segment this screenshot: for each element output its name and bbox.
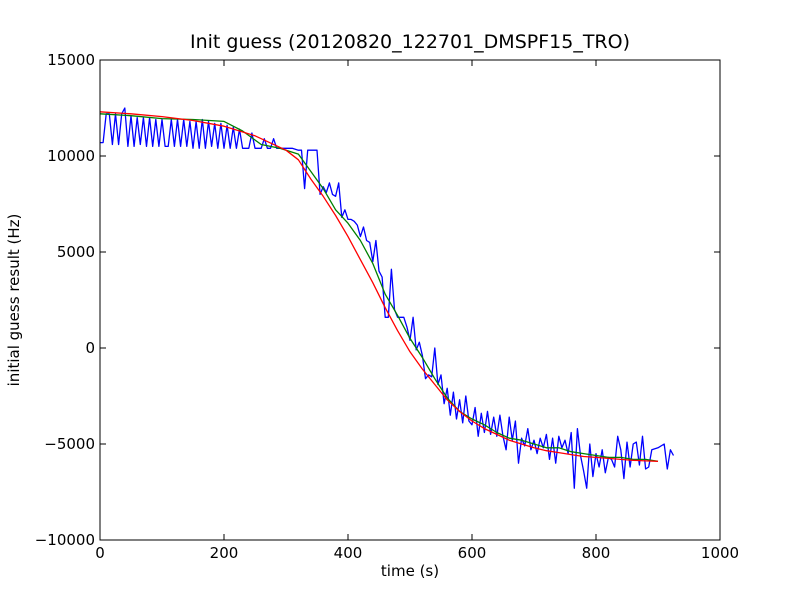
series-line-1 — [99, 113, 659, 462]
series-line-0 — [100, 107, 675, 489]
plot-lines — [99, 107, 675, 489]
x-tick-label-0: 0 — [95, 544, 105, 562]
x-tick-label-3: 600 — [458, 544, 487, 562]
y-tick-label-5: 15000 — [47, 51, 95, 69]
y-tick-label-2: 0 — [85, 339, 95, 357]
y-tick-label-4: 10000 — [47, 147, 95, 165]
plot-frame — [99, 59, 721, 541]
axis-ticks: 0 200 400 600 800 1000 −10000 −5000 0 5000 10000 15… — [35, 51, 739, 562]
x-tick-label-4: 800 — [582, 544, 611, 562]
y-axis-label: initial guess result (Hz) — [5, 214, 23, 387]
x-tick-label-1: 200 — [210, 544, 239, 562]
chart-title: Init guess (20120820_122701_DMSPF15_TRO) — [190, 31, 630, 53]
x-tick-label-5: 1000 — [701, 544, 739, 562]
series-line-2 — [99, 111, 659, 462]
x-tick-label-2: 400 — [334, 544, 363, 562]
x-axis-label: time (s) — [381, 562, 439, 580]
y-tick-label-1: −5000 — [44, 435, 95, 453]
y-tick-label-0: −10000 — [35, 531, 95, 549]
y-tick-label-3: 5000 — [57, 243, 95, 261]
